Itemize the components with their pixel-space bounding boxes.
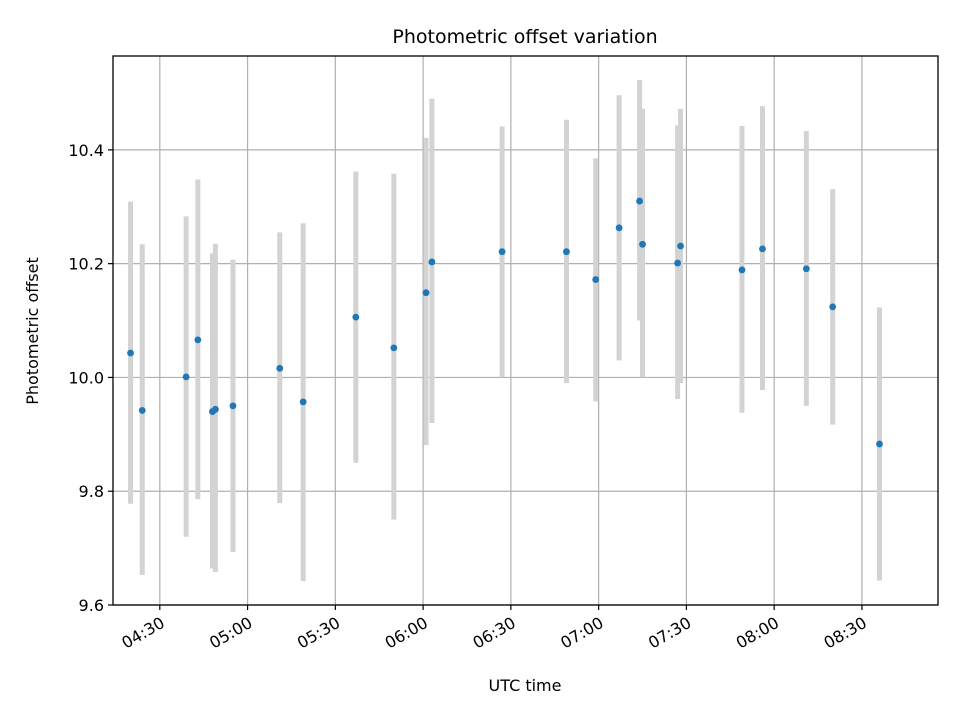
data-point (352, 313, 360, 321)
data-point (674, 259, 682, 267)
data-point (276, 364, 284, 372)
y-tick-label: 9.8 (79, 482, 104, 501)
y-axis-label: Photometric offset (23, 257, 42, 405)
data-point (802, 265, 810, 273)
data-point (738, 266, 746, 274)
data-point (390, 344, 398, 352)
data-point (211, 405, 219, 413)
data-point (563, 248, 570, 256)
y-tick-label: 10.0 (68, 368, 104, 387)
data-point (677, 242, 684, 250)
data-point (428, 258, 436, 266)
data-point (636, 197, 643, 205)
data-point (829, 303, 837, 311)
y-tick-label: 9.6 (79, 596, 104, 615)
data-point (127, 349, 134, 357)
data-point (182, 373, 190, 381)
x-axis-label: UTC time (489, 676, 562, 695)
y-tick-label: 10.4 (68, 141, 104, 160)
y-axis-ticks: 9.6 9.8 10.0 10.2 10.4 (68, 141, 113, 615)
data-point (876, 440, 883, 448)
y-tick-label: 10.2 (68, 255, 104, 274)
data-point (299, 398, 307, 406)
data-point (615, 224, 623, 232)
chart-title: Photometric offset variation (392, 26, 657, 48)
data-point (639, 240, 646, 248)
data-point (592, 276, 600, 283)
data-point (422, 289, 430, 297)
data-point (194, 336, 202, 344)
data-point (759, 245, 766, 253)
data-points (127, 197, 883, 448)
data-point (138, 407, 146, 414)
data-point (498, 248, 506, 256)
plot-frame (112, 55, 939, 606)
data-point (229, 402, 237, 410)
